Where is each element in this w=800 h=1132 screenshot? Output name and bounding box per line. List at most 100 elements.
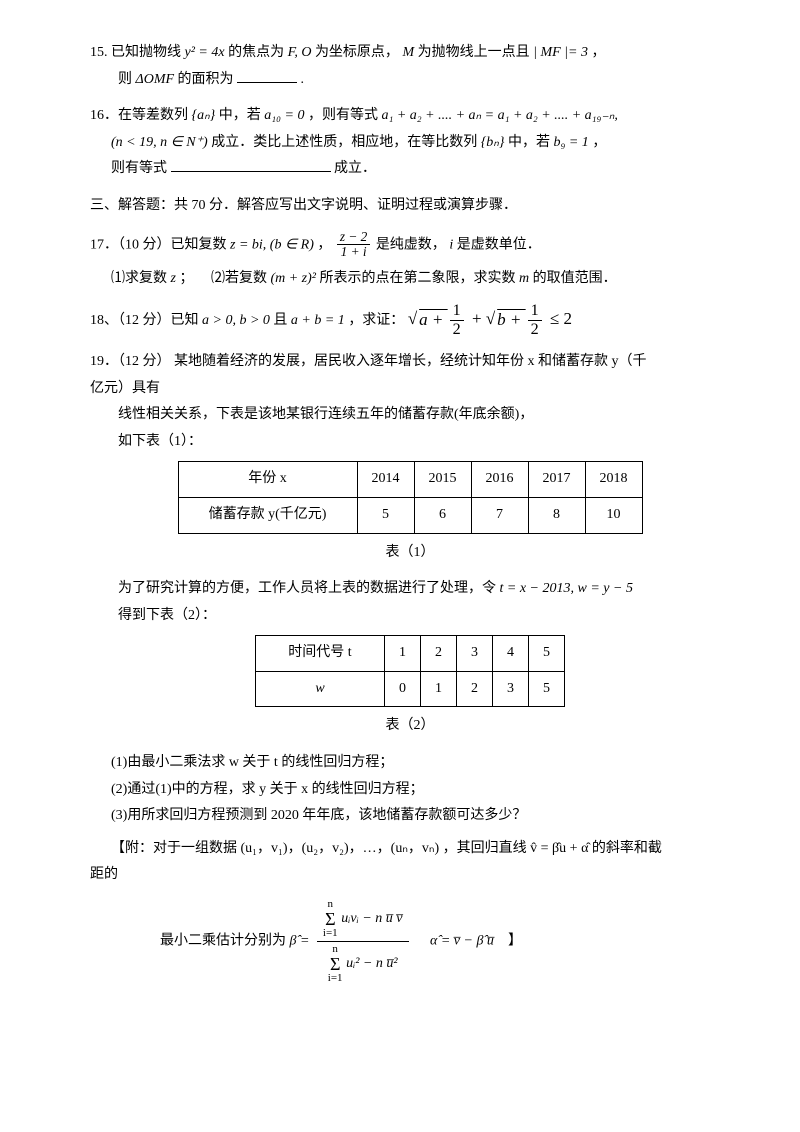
q19-math: t = x − 2013, w = y − 5 bbox=[500, 581, 633, 596]
question-17: 17．（10 分）已知复数 z = bi, (b ∈ R) ， z − 2 1 … bbox=[90, 230, 730, 293]
table-1-caption: 表（1） bbox=[90, 540, 730, 567]
q15-math: y² = 4x bbox=[185, 45, 225, 60]
q15-text: 的焦点为 bbox=[228, 45, 288, 60]
question-19: 19．（12 分） 某地随着经济的发展，居民收入逐年增长，经统计知年份 x 和储… bbox=[90, 349, 730, 986]
table-cell: 1 bbox=[421, 671, 457, 707]
beta-fraction: n Σ i=1 uᵢvᵢ − n u̅ v̅ n Σ i=1 uᵢ² − n u… bbox=[317, 897, 409, 986]
q16-text: 中，若 bbox=[219, 108, 265, 123]
table-cell: 10 bbox=[585, 497, 642, 533]
table-cell: 6 bbox=[414, 497, 471, 533]
table-row: w 0 1 2 3 5 bbox=[256, 671, 565, 707]
q18-math: a + b = 1 bbox=[291, 314, 345, 329]
q15-text: 为坐标原点， bbox=[315, 45, 399, 60]
q17-text: ⑴求复数 bbox=[111, 271, 171, 286]
beta-hat: β̂ = bbox=[290, 934, 313, 949]
table-cell: 2014 bbox=[357, 462, 414, 498]
question-18: 18、（12 分）已知 a > 0, b > 0 且 a + b = 1 ，求证… bbox=[90, 302, 730, 339]
q17-text: ； bbox=[179, 271, 193, 286]
q17-line2: ⑴求复数 z ； ⑵若复数 (m + z)² 所表示的点在第二象限，求实数 m … bbox=[90, 266, 730, 293]
table-cell: 5 bbox=[529, 671, 565, 707]
q16-line1: 16．在等差数列 {aₙ} 中，若 a₁₀ = 0 ，则有等式 a₁ + a₂ … bbox=[90, 103, 730, 130]
q19-appendix-b: 距的 bbox=[90, 862, 730, 889]
frac-den: 1 + i bbox=[337, 245, 370, 260]
frac-num: n Σ i=1 uᵢvᵢ − n u̅ v̅ bbox=[317, 897, 409, 942]
table-cell: 5 bbox=[529, 636, 565, 672]
table-cell: 年份 x bbox=[178, 462, 357, 498]
appendix-text: 【附：对于一组数据 (u₁，v₁)，(u₂，v₂)，…，(uₙ，vₙ) ，其回归… bbox=[111, 841, 662, 856]
table-1: 年份 x 2014 2015 2016 2017 2018 储蓄存款 y(千亿元… bbox=[178, 461, 643, 533]
q17-math: m bbox=[519, 271, 529, 286]
table-cell: 3 bbox=[493, 671, 529, 707]
q18-text: ，求证： bbox=[348, 314, 404, 329]
q17-math: z bbox=[171, 271, 176, 286]
q16-text: 成立． bbox=[334, 161, 376, 176]
table-cell: 储蓄存款 y(千亿元) bbox=[178, 497, 357, 533]
q15-math: F, O bbox=[288, 45, 312, 60]
q15-line2: 则 ΔOMF 的面积为 . bbox=[90, 67, 730, 94]
table-row: 时间代号 t 1 2 3 4 5 bbox=[256, 636, 565, 672]
sqrt-expr: √a + 12 + √b + 12 ≤ 2 bbox=[408, 310, 572, 329]
q18-text: 且 bbox=[273, 314, 291, 329]
q19-appendix: 【附：对于一组数据 (u₁，v₁)，(u₂，v₂)，…，(uₙ，vₙ) ，其回归… bbox=[90, 836, 730, 863]
q15-math: | MF |= 3 bbox=[533, 45, 588, 60]
q19-line4: 为了研究计算的方便，工作人员将上表的数据进行了处理，令 t = x − 2013… bbox=[90, 576, 730, 603]
q18-math: a > 0, b > 0 bbox=[202, 314, 270, 329]
q17-math: z = bi, (b ∈ R) bbox=[230, 237, 314, 252]
q17-math: i bbox=[449, 237, 453, 252]
q16-text: 成立．类比上述性质，相应地，在等比数列 bbox=[211, 135, 481, 150]
q17-text: 所表示的点在第二象限，求实数 bbox=[319, 271, 519, 286]
q16-math: a₁₀ = 0 bbox=[264, 108, 304, 123]
q16-math: {bₙ} bbox=[481, 135, 505, 150]
q15-math: M bbox=[402, 45, 414, 60]
table-cell: 5 bbox=[357, 497, 414, 533]
q16-text: 则有等式 bbox=[111, 161, 167, 176]
q16-line3: 则有等式 成立． bbox=[90, 156, 730, 183]
q17-text: ， bbox=[317, 237, 331, 252]
q15-text: 为抛物线上一点且 bbox=[418, 45, 534, 60]
q17-text: ⑵若复数 bbox=[211, 271, 271, 286]
table-cell: 2017 bbox=[528, 462, 585, 498]
q19-line5: 得到下表（2）： bbox=[90, 603, 730, 630]
q15-line1: 15. 已知抛物线 y² = 4x 的焦点为 F, O 为坐标原点， M 为抛物… bbox=[90, 40, 730, 67]
answer-blank bbox=[237, 68, 297, 83]
table-cell: w bbox=[256, 671, 385, 707]
q19-line1: 19．（12 分） 某地随着经济的发展，居民收入逐年增长，经统计知年份 x 和储… bbox=[90, 349, 730, 376]
q15-text: 则 bbox=[118, 72, 136, 87]
table-2: 时间代号 t 1 2 3 4 5 w 0 1 2 3 5 bbox=[255, 635, 565, 707]
q15-text: 15. 已知抛物线 bbox=[90, 45, 185, 60]
alpha-hat: α̂ = v̅ − β̂ u̅ bbox=[430, 934, 494, 949]
q19-line2: 线性相关关系，下表是该地某银行连续五年的储蓄存款(年底余额)， bbox=[90, 402, 730, 429]
question-15: 15. 已知抛物线 y² = 4x 的焦点为 F, O 为坐标原点， M 为抛物… bbox=[90, 40, 730, 93]
q17-text: 的取值范围． bbox=[533, 271, 617, 286]
answer-blank bbox=[171, 157, 331, 172]
least-squares-formula: 最小二乘估计分别为 β̂ = n Σ i=1 uᵢvᵢ − n u̅ v̅ n … bbox=[90, 897, 730, 986]
question-16: 16．在等差数列 {aₙ} 中，若 a₁₀ = 0 ，则有等式 a₁ + a₂ … bbox=[90, 103, 730, 183]
q16-text: 中，若 bbox=[508, 135, 554, 150]
q16-line2: (n < 19, n ∈ N⁺) 成立．类比上述性质，相应地，在等比数列 {bₙ… bbox=[90, 130, 730, 157]
q17-line1: 17．（10 分）已知复数 z = bi, (b ∈ R) ， z − 2 1 … bbox=[90, 230, 730, 260]
table-row: 储蓄存款 y(千亿元) 5 6 7 8 10 bbox=[178, 497, 642, 533]
table-cell: 时间代号 t bbox=[256, 636, 385, 672]
q19-line1b: 亿元）具有 bbox=[90, 376, 730, 403]
table-cell: 2 bbox=[457, 671, 493, 707]
q19-line3: 如下表（1）： bbox=[90, 429, 730, 456]
table-cell: 4 bbox=[493, 636, 529, 672]
q19-sub3: (3)用所求回归方程预测到 2020 年年底，该地储蓄存款额可达多少？ bbox=[90, 803, 730, 830]
frac-den: n Σ i=1 uᵢ² − n u̅² bbox=[317, 942, 409, 986]
q17-text: 是纯虚数， bbox=[376, 237, 446, 252]
q17-math: (m + z)² bbox=[270, 271, 316, 286]
table-cell: 7 bbox=[471, 497, 528, 533]
table-row: 年份 x 2014 2015 2016 2017 2018 bbox=[178, 462, 642, 498]
q16-math: (n < 19, n ∈ N⁺) bbox=[111, 135, 208, 150]
q15-math: ΔOMF bbox=[136, 72, 175, 87]
q16-text: ，则有等式 bbox=[308, 108, 382, 123]
fraction: z − 2 1 + i bbox=[337, 230, 370, 260]
frac-num: z − 2 bbox=[337, 230, 370, 246]
table-cell: 2016 bbox=[471, 462, 528, 498]
table-cell: 1 bbox=[385, 636, 421, 672]
q15-text: ， bbox=[591, 45, 605, 60]
table-cell: 8 bbox=[528, 497, 585, 533]
bracket-close: 】 bbox=[508, 934, 522, 949]
q16-math: {aₙ} bbox=[192, 108, 216, 123]
table-cell: 0 bbox=[385, 671, 421, 707]
